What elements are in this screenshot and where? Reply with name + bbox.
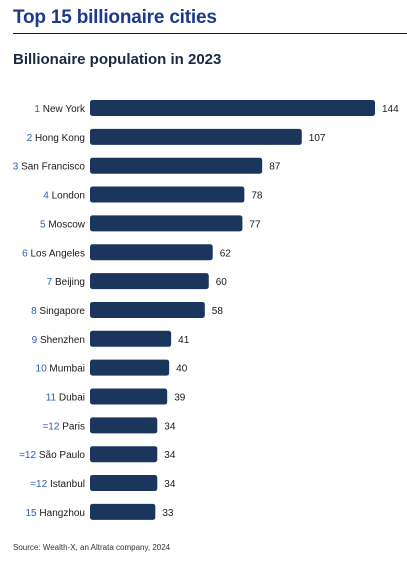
bar-row: 7 Beijing 60	[47, 273, 228, 290]
bar	[90, 157, 263, 174]
rank-label: 15	[26, 508, 40, 519]
rank-label: 7	[47, 277, 55, 288]
category-label: 1 New York	[34, 104, 86, 115]
bar	[90, 475, 158, 492]
bar	[90, 446, 158, 463]
city-label: London	[52, 191, 85, 202]
city-label: Shenzhen	[40, 335, 85, 346]
chart-subtitle: Billionaire population in 2023	[13, 51, 222, 68]
category-label: 4 London	[43, 191, 85, 202]
bar	[90, 388, 168, 405]
title-divider	[13, 33, 407, 34]
bar-row: 10 Mumbai 40	[36, 359, 188, 376]
value-label: 33	[162, 508, 174, 519]
rank-label: =12	[19, 450, 39, 461]
city-label: São Paulo	[39, 450, 86, 461]
value-label: 77	[249, 219, 261, 230]
bar	[90, 503, 156, 520]
bar	[90, 330, 172, 347]
rank-label: 3	[13, 162, 21, 173]
rank-label: 10	[36, 364, 50, 375]
bar-row: 2 Hong Kong 107	[27, 128, 326, 145]
rank-label: =12	[30, 479, 50, 490]
city-label: Singapore	[39, 306, 85, 317]
category-label: 3 San Francisco	[13, 162, 86, 173]
value-label: 62	[220, 248, 232, 259]
bar	[90, 359, 170, 376]
rank-label: 5	[40, 219, 48, 230]
category-label: 15 Hangzhou	[26, 508, 86, 519]
city-label: Paris	[62, 421, 85, 432]
category-label: =12 Istanbul	[30, 479, 85, 490]
category-label: 2 Hong Kong	[27, 133, 85, 144]
city-label: Dubai	[59, 393, 85, 404]
rank-label: 4	[43, 191, 51, 202]
category-label: =12 São Paulo	[19, 450, 85, 461]
bar-row: =12 Istanbul 34	[30, 475, 176, 492]
bar	[90, 128, 302, 145]
bar	[90, 244, 213, 261]
bar-row: 6 Los Angeles 62	[22, 244, 232, 261]
value-label: 34	[164, 450, 176, 461]
rank-label: =12	[42, 421, 62, 432]
value-label: 78	[251, 191, 263, 202]
bar	[90, 301, 205, 318]
value-label: 41	[178, 335, 190, 346]
bar	[90, 186, 245, 203]
bar-row: 9 Shenzhen 41	[32, 330, 190, 347]
category-label: =12 Paris	[42, 421, 85, 432]
bar-row: 1 New York 144	[34, 100, 399, 116]
rank-label: 9	[32, 335, 40, 346]
category-label: 9 Shenzhen	[32, 335, 85, 346]
rank-label: 1	[34, 104, 42, 115]
bar-row: 5 Moscow 77	[40, 215, 261, 232]
rank-label: 8	[31, 306, 39, 317]
value-label: 144	[382, 104, 399, 115]
bar	[90, 100, 375, 116]
value-label: 60	[216, 277, 228, 288]
category-label: 11 Dubai	[46, 393, 85, 404]
city-label: Hong Kong	[35, 133, 85, 144]
value-label: 34	[164, 479, 176, 490]
value-label: 39	[174, 393, 186, 404]
bar	[90, 215, 243, 232]
source-note: Source: Wealth-X, an Altrata company, 20…	[13, 543, 171, 552]
bar-row: 15 Hangzhou 33	[26, 503, 174, 520]
bar-row: =12 Paris 34	[42, 417, 176, 434]
bar-row: 3 San Francisco 87	[13, 157, 281, 174]
page-title: Top 15 billionaire cities	[13, 7, 217, 28]
value-label: 107	[309, 133, 326, 144]
value-label: 34	[164, 421, 176, 432]
value-label: 40	[176, 364, 188, 375]
value-label: 87	[269, 162, 281, 173]
rank-label: 11	[46, 393, 59, 404]
city-label: San Francisco	[21, 162, 85, 173]
category-label: 8 Singapore	[31, 306, 85, 317]
category-label: 10 Mumbai	[36, 364, 85, 375]
category-label: 7 Beijing	[47, 277, 85, 288]
bar-row: =12 São Paulo 34	[19, 446, 176, 463]
city-label: Istanbul	[50, 479, 85, 490]
city-label: Mumbai	[49, 364, 85, 375]
bar-row: 8 Singapore 58	[31, 301, 224, 318]
city-label: Los Angeles	[31, 248, 86, 259]
rank-label: 6	[22, 248, 30, 259]
category-label: 5 Moscow	[40, 219, 86, 230]
city-label: Beijing	[55, 277, 85, 288]
bar-row: 11 Dubai 39	[46, 388, 186, 405]
bar	[90, 273, 209, 290]
city-label: New York	[43, 104, 86, 115]
value-label: 58	[212, 306, 224, 317]
category-label: 6 Los Angeles	[22, 248, 85, 259]
city-label: Moscow	[48, 219, 85, 230]
bar-row: 4 London 78	[43, 186, 263, 203]
bar	[90, 417, 158, 434]
city-label: Hangzhou	[39, 508, 85, 519]
rank-label: 2	[27, 133, 35, 144]
